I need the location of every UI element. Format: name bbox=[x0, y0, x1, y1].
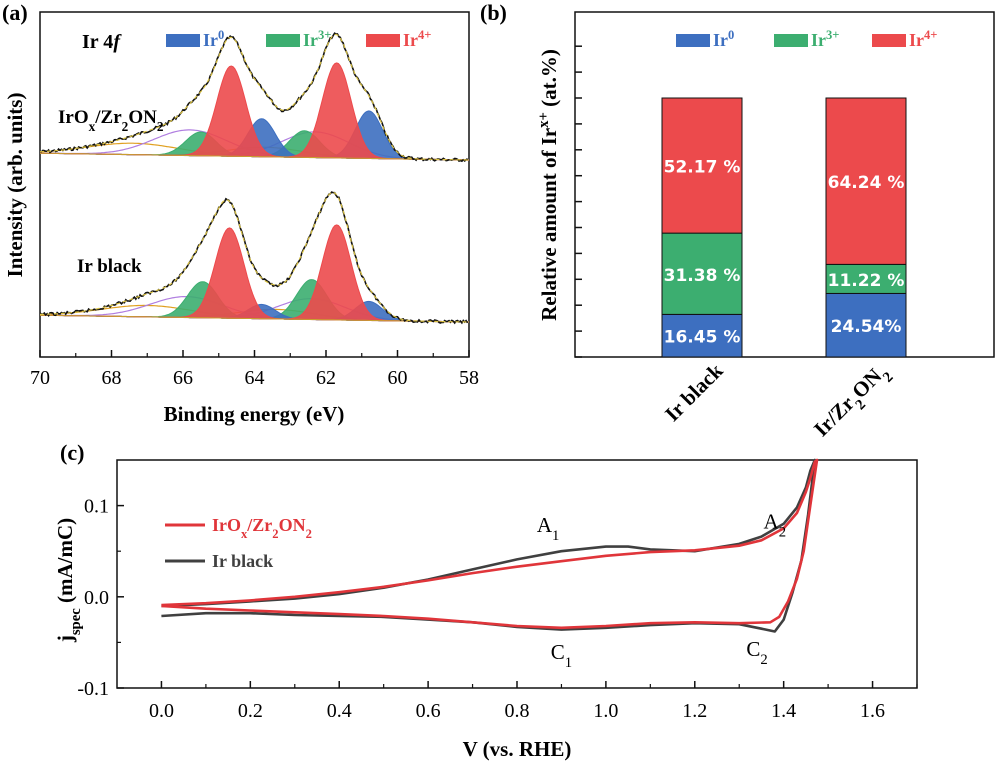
panel-c-ytick-label: 0.0 bbox=[84, 587, 109, 609]
panel-c-ylabel: jspec (mA/mC) bbox=[53, 518, 84, 643]
panel-a-ylabel: Intensity (arb. units) bbox=[3, 93, 27, 278]
panel-b-legend: Ir0 Ir3+ Ir4+ bbox=[676, 28, 937, 50]
panel-b-legend-swatch bbox=[872, 34, 906, 47]
panel-c-cv-curves: (c) 0.0 0.2 0.4 0.6 0.8 1.0 1.2 1.4 1.6 -0.1 0.0 0.… bbox=[53, 440, 918, 761]
panel-c-legend-label: IrOx/Zr2ON2 bbox=[212, 515, 312, 541]
panel-b-legend-swatch bbox=[676, 34, 710, 47]
panel-b-bar-label: 52.17 % bbox=[664, 158, 741, 178]
panel-b-bar-Ir3p-1 bbox=[825, 263, 907, 294]
panel-c-xtick-label: 0.2 bbox=[238, 700, 263, 722]
panel-b-bar-Ir0-0 bbox=[661, 313, 743, 358]
panel-b-frame bbox=[574, 11, 995, 358]
panel-b-legend-label: Ir4+ bbox=[909, 28, 937, 50]
panel-c-xtick-label: 0.0 bbox=[149, 700, 174, 722]
panel-b-bar-label: 11.22 % bbox=[828, 271, 905, 291]
panel-b-bar-Ir0-1 bbox=[825, 292, 907, 358]
panel-c-xtick-label: 1.6 bbox=[860, 700, 885, 722]
panel-a-background-line bbox=[40, 314, 470, 323]
panel-b-bar-Ir3p-0 bbox=[661, 232, 743, 315]
panel-c-xlabel: V (vs. RHE) bbox=[463, 737, 572, 761]
panel-b-bar-Ir4p-1 bbox=[825, 97, 907, 265]
panel-a-fit-envelope bbox=[40, 33, 468, 161]
panel-a-legend-swatch bbox=[166, 34, 200, 47]
panel-a-xtick-label: 70 bbox=[30, 367, 50, 389]
panel-b-label: (b) bbox=[480, 0, 507, 25]
panel-a-xtick-label: 66 bbox=[173, 367, 193, 389]
panel-a-xps-spectra: (a) 70 68 66 64 62 60 58 Ir 4f Ir0 Ir3+ Ir4+ IrO… bbox=[2, 0, 479, 426]
panel-a-sample-label-iroxzr2on2: IrOx/Zr2ON2 bbox=[58, 107, 164, 134]
panel-b-bar-label: 64.24 % bbox=[828, 173, 905, 193]
panel-c-xtick-label: 1.0 bbox=[593, 700, 618, 722]
panel-c-curve-ir-black bbox=[161, 458, 817, 633]
panel-a-xtick-label: 62 bbox=[316, 367, 336, 389]
panel-a-legend-swatch bbox=[366, 34, 400, 47]
panel-c-xtick-label: 0.6 bbox=[416, 700, 441, 722]
panel-b-legend-label: Ir3+ bbox=[811, 28, 839, 50]
panel-b-stacked-bars: (b) 16.45 % 31.38 % 52.17 % 24.54% 11.22 % 64… bbox=[480, 0, 995, 447]
panel-c-peak-annotation: A2 bbox=[764, 509, 787, 540]
panel-c-curve-iroxzr2on2 bbox=[161, 458, 819, 630]
panel-c-peak-annotation: A1 bbox=[537, 513, 560, 544]
panel-a-background-line bbox=[40, 152, 470, 161]
panel-a-xlabel: Binding energy (eV) bbox=[164, 402, 345, 426]
panel-c-peak-annotation: C2 bbox=[746, 637, 767, 668]
panel-a-xtick-label: 60 bbox=[388, 367, 408, 389]
panel-c-peak-annotation: C1 bbox=[551, 640, 572, 671]
panel-c-legend: IrOx/Zr2ON2 Ir black bbox=[165, 515, 312, 571]
panel-b-legend-label: Ir0 bbox=[713, 28, 734, 50]
panel-a-legend-label: Ir0 bbox=[203, 28, 224, 50]
panel-a-label: (a) bbox=[2, 0, 28, 25]
panel-b-bar-Ir4p-0 bbox=[661, 97, 743, 234]
panel-c-ytick-label: -0.1 bbox=[77, 678, 109, 700]
panel-a-legend-label: Ir4+ bbox=[403, 28, 431, 50]
panel-a-legend-swatch bbox=[266, 34, 300, 47]
panel-b-legend-swatch bbox=[774, 34, 808, 47]
panel-c-label: (c) bbox=[60, 440, 84, 465]
panel-a-title: Ir 4f bbox=[82, 31, 122, 53]
panel-b-bar-label: 24.54% bbox=[831, 317, 902, 337]
panel-c-ytick-label: 0.1 bbox=[84, 496, 109, 518]
panel-c-xtick-label: 1.4 bbox=[771, 700, 796, 722]
panel-b-category-label: Ir/Zr2ON2 bbox=[809, 359, 897, 447]
panel-c-xtick-label: 0.4 bbox=[327, 700, 352, 722]
panel-c-xtick-label: 0.8 bbox=[505, 700, 530, 722]
panel-a-xtick-label: 64 bbox=[245, 367, 265, 389]
panel-c-xtick-label: 1.2 bbox=[682, 700, 707, 722]
panel-b-category-label: Ir black bbox=[660, 358, 728, 426]
panel-a-xtick-label: 58 bbox=[459, 367, 479, 389]
panel-c-legend-label: Ir black bbox=[212, 551, 273, 571]
panel-a-sample-label-ir-black: Ir black bbox=[77, 256, 142, 277]
panel-b-bar-label: 31.38 % bbox=[664, 266, 741, 286]
panel-a-legend-label: Ir3+ bbox=[303, 28, 331, 50]
panel-a-legend: Ir0 Ir3+ Ir4+ bbox=[166, 28, 431, 50]
panel-a-xtick-label: 68 bbox=[102, 367, 122, 389]
panel-b-ylabel: Relative amount of Irx+ (at.%) bbox=[536, 49, 561, 321]
panel-a-fit-envelope bbox=[40, 191, 468, 323]
panel-b-bar-label: 16.45 % bbox=[664, 328, 741, 348]
